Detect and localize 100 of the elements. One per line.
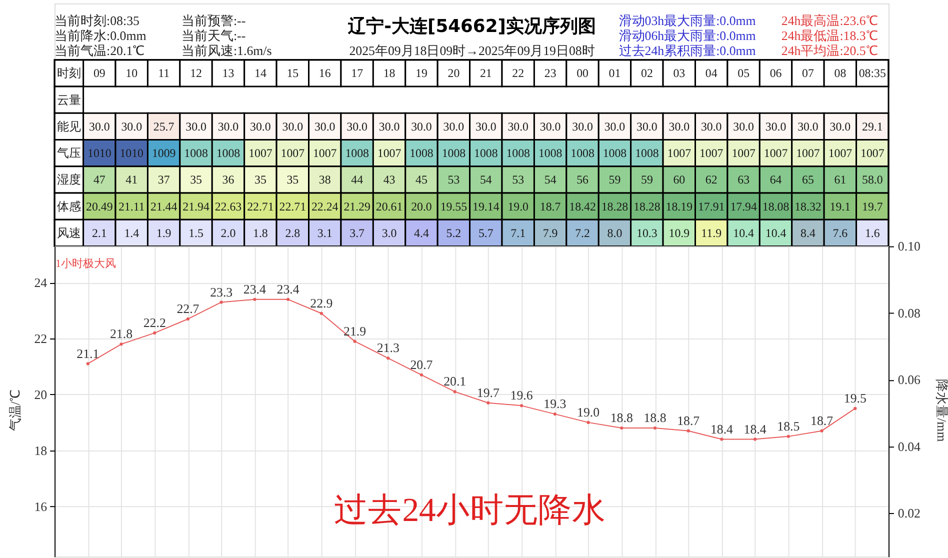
- x-tick-label: 07: [802, 66, 814, 80]
- data-label: 17.91: [698, 199, 725, 214]
- data-label: 30.0: [798, 119, 818, 134]
- x-tick-label: 23: [544, 66, 556, 80]
- data-label: 22.24: [312, 199, 338, 214]
- data-label: 5.2: [446, 226, 462, 240]
- data-label: 20.0: [411, 199, 432, 214]
- data-label: 18.7: [810, 414, 834, 428]
- y2-axis-title: 降水量/mm: [934, 379, 948, 442]
- x-tick-label: 22: [512, 66, 524, 80]
- text: 滑动03h最大雨量:0.0mm: [618, 14, 756, 28]
- data-label: 10.3: [636, 226, 658, 240]
- data-label: 1007: [248, 146, 272, 160]
- data-label: 18.08: [762, 199, 790, 214]
- point: [553, 412, 556, 416]
- y-tick-label: 20: [34, 388, 48, 402]
- data-label: 1008: [216, 146, 240, 160]
- data-label: 35: [286, 172, 299, 187]
- data-label: 18.5: [777, 419, 800, 434]
- data-label: 35: [190, 172, 202, 187]
- point: [786, 434, 790, 438]
- y2-tick-label: 0.04: [898, 440, 922, 454]
- data-label: 18.19: [666, 199, 693, 214]
- data-label: 20.1: [444, 374, 466, 389]
- y-axis-title: 气温/℃: [8, 390, 22, 432]
- data-label: 30.0: [282, 119, 304, 134]
- point: [286, 298, 290, 301]
- y-tick-label: 体感: [56, 199, 81, 214]
- data-label: 1007: [699, 146, 724, 160]
- data-label: 1008: [538, 146, 562, 160]
- data-label: 19.7: [862, 199, 883, 214]
- data-label: 21.11: [118, 199, 145, 214]
- data-label: 30.0: [733, 119, 754, 134]
- point: [820, 429, 824, 432]
- text: 当前风速:1.6m/s: [181, 44, 272, 58]
- chart-subtitle: 2025年09月18日09时→2025年09月19日08时: [349, 44, 595, 58]
- text: 当前预警:--: [181, 14, 246, 28]
- data-label: 1007: [828, 146, 852, 160]
- data-label: 21.44: [150, 199, 178, 214]
- data-label: 30.0: [604, 119, 626, 134]
- x-tick-label: 03: [673, 66, 686, 80]
- data-label: 30.0: [314, 119, 336, 134]
- x-tick-label: 20: [448, 66, 460, 80]
- data-label: 8.0: [607, 226, 622, 240]
- data-label: 30.0: [411, 119, 432, 134]
- text: 滑动06h最大雨量:0.0mm: [618, 29, 756, 44]
- data-label: 20.61: [376, 199, 403, 214]
- y2-tick-label: 0.06: [898, 373, 922, 388]
- data-label: 30.0: [765, 119, 786, 134]
- data-label: 1010: [88, 146, 112, 160]
- data-label: 1009: [152, 146, 176, 160]
- x-tick-label: 09: [93, 66, 106, 80]
- data-label: 30.0: [700, 119, 722, 134]
- data-label: 1008: [345, 146, 370, 160]
- x-tick-label: 13: [222, 66, 234, 80]
- text: 当前气温:20.1℃: [54, 44, 145, 58]
- y-tick-label: 18: [34, 444, 48, 458]
- data-label: 19.6: [510, 388, 534, 403]
- x-axis-title: 时刻: [56, 66, 81, 80]
- data-label: 38: [318, 172, 331, 187]
- data-label: 19.1: [830, 199, 851, 214]
- data-label: 1007: [312, 146, 337, 160]
- point: [86, 362, 90, 366]
- data-label: 11.9: [701, 226, 722, 240]
- data-label: 30.0: [250, 119, 271, 134]
- annotation: 1小时极大风: [56, 257, 116, 270]
- data-label: 1008: [410, 146, 434, 160]
- point: [453, 390, 456, 394]
- x-tick-label: 11: [158, 66, 170, 80]
- data-label: 5.7: [478, 226, 494, 240]
- x-tick-label: 00: [576, 66, 589, 80]
- x-tick-label: 08: [834, 66, 846, 80]
- point: [220, 300, 223, 304]
- y-tick-label: 22: [34, 332, 48, 346]
- point: [320, 312, 323, 315]
- chart-title: 辽宁-大连[54662]实况序列图: [347, 16, 596, 38]
- data-label: 4.4: [414, 226, 429, 240]
- data-label: 2.8: [285, 226, 300, 240]
- data-label: 30.0: [346, 119, 368, 134]
- data-label: 56: [576, 172, 589, 187]
- point: [520, 404, 524, 408]
- data-label: 22.71: [247, 199, 274, 214]
- y-tick-label: 云量: [56, 92, 81, 107]
- data-label: 18.28: [601, 199, 628, 214]
- data-label: 30.0: [668, 119, 690, 134]
- data-label: 18.4: [710, 422, 734, 436]
- data-label: 44: [351, 172, 364, 187]
- data-label: 1008: [184, 146, 208, 160]
- data-label: 22.7: [176, 302, 200, 316]
- point: [153, 331, 156, 335]
- x-tick-label: 12: [190, 66, 202, 80]
- data-label: 1008: [474, 146, 498, 160]
- data-label: 10.9: [668, 226, 690, 240]
- text: 当前降水:0.0mm: [54, 29, 146, 44]
- data-label: 18.28: [634, 199, 660, 214]
- text: 24h最低温:18.3℃: [781, 29, 878, 44]
- data-label: 54: [480, 172, 492, 187]
- data-label: 3.1: [317, 226, 332, 240]
- y2-tick-label: 0.08: [898, 306, 920, 320]
- data-label: 8.4: [800, 226, 816, 240]
